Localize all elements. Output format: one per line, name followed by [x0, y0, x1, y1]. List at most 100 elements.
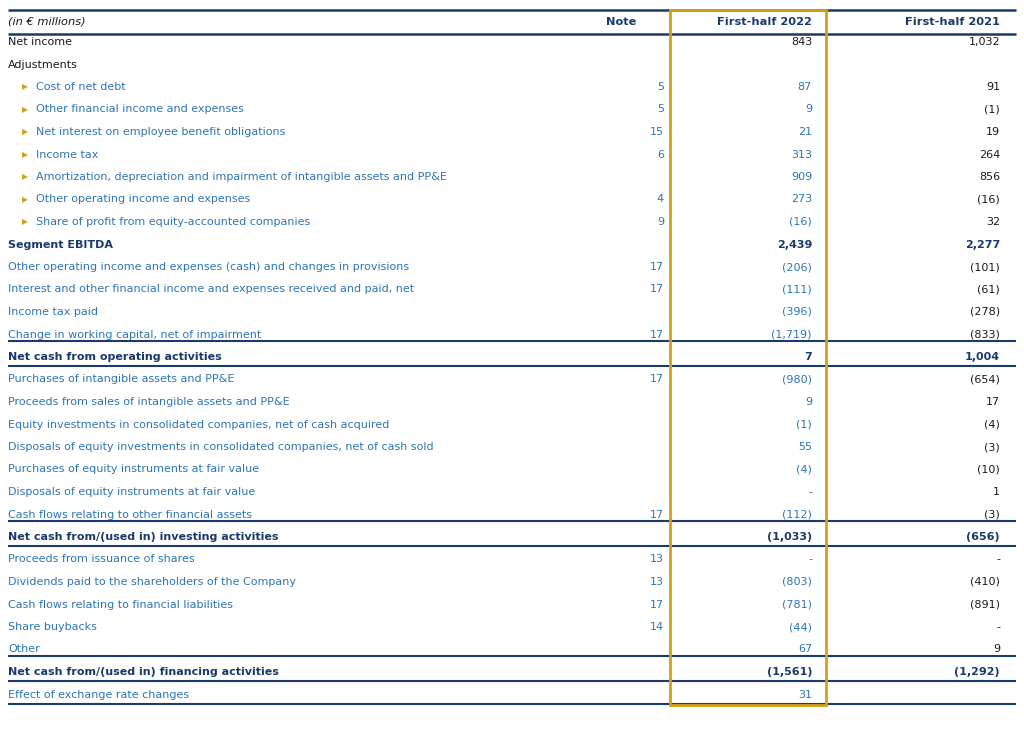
Text: 2,439: 2,439 — [776, 239, 812, 250]
Text: (656): (656) — [967, 532, 1000, 542]
Text: Cost of net debt: Cost of net debt — [36, 82, 126, 92]
Text: ▶: ▶ — [22, 195, 28, 204]
Text: Note: Note — [605, 17, 636, 27]
Text: (781): (781) — [782, 600, 812, 609]
Text: 17: 17 — [650, 262, 664, 272]
Text: (112): (112) — [782, 509, 812, 520]
Text: 1,032: 1,032 — [969, 37, 1000, 47]
Text: 15: 15 — [650, 127, 664, 137]
Text: 313: 313 — [791, 149, 812, 160]
Text: Net income: Net income — [8, 37, 72, 47]
Text: 13: 13 — [650, 554, 664, 565]
Text: 9: 9 — [993, 645, 1000, 654]
Text: (1,292): (1,292) — [954, 667, 1000, 677]
Text: Share buybacks: Share buybacks — [8, 622, 97, 632]
Text: (61): (61) — [977, 285, 1000, 294]
Text: (4): (4) — [984, 420, 1000, 430]
Text: 9: 9 — [805, 397, 812, 407]
Text: 856: 856 — [979, 172, 1000, 182]
Text: 4: 4 — [656, 194, 664, 205]
Text: Other: Other — [8, 645, 40, 654]
Text: (1): (1) — [797, 420, 812, 430]
Bar — [670, 10, 826, 704]
Text: -: - — [996, 554, 1000, 565]
Text: ▶: ▶ — [22, 105, 28, 114]
Text: 67: 67 — [798, 645, 812, 654]
Text: 17: 17 — [650, 600, 664, 609]
Text: ▶: ▶ — [22, 82, 28, 91]
Text: (1,561): (1,561) — [767, 667, 812, 677]
Text: Segment EBITDA: Segment EBITDA — [8, 239, 113, 250]
Text: 273: 273 — [791, 194, 812, 205]
Text: 87: 87 — [798, 82, 812, 92]
Text: 5: 5 — [657, 82, 664, 92]
Text: 264: 264 — [979, 149, 1000, 160]
Text: Net cash from/(used in) investing activities: Net cash from/(used in) investing activi… — [8, 532, 279, 542]
Text: (410): (410) — [970, 577, 1000, 587]
Text: (833): (833) — [970, 330, 1000, 339]
Text: (3): (3) — [984, 442, 1000, 452]
Text: 17: 17 — [650, 330, 664, 339]
Text: Share of profit from equity-accounted companies: Share of profit from equity-accounted co… — [36, 217, 310, 227]
Text: Proceeds from issuance of shares: Proceeds from issuance of shares — [8, 554, 195, 565]
Text: Dividends paid to the shareholders of the Company: Dividends paid to the shareholders of th… — [8, 577, 296, 587]
Text: 21: 21 — [798, 127, 812, 137]
Text: (396): (396) — [782, 307, 812, 317]
Text: 1: 1 — [993, 487, 1000, 497]
Text: ▶: ▶ — [22, 150, 28, 159]
Text: 91: 91 — [986, 82, 1000, 92]
Text: 32: 32 — [986, 217, 1000, 227]
Text: Income tax paid: Income tax paid — [8, 307, 98, 317]
Text: ▶: ▶ — [22, 172, 28, 182]
Text: (in € millions): (in € millions) — [8, 17, 86, 27]
Text: (10): (10) — [977, 464, 1000, 475]
Text: 14: 14 — [650, 622, 664, 632]
Text: -: - — [808, 554, 812, 565]
Text: ▶: ▶ — [22, 127, 28, 136]
Text: Interest and other financial income and expenses received and paid, net: Interest and other financial income and … — [8, 285, 414, 294]
Text: Other operating income and expenses: Other operating income and expenses — [36, 194, 250, 205]
Text: Cash flows relating to financial liabilities: Cash flows relating to financial liabili… — [8, 600, 233, 609]
Text: Equity investments in consolidated companies, net of cash acquired: Equity investments in consolidated compa… — [8, 420, 389, 430]
Text: 17: 17 — [650, 285, 664, 294]
Text: Income tax: Income tax — [36, 149, 98, 160]
Text: (278): (278) — [970, 307, 1000, 317]
Text: (1,719): (1,719) — [771, 330, 812, 339]
Text: ▶: ▶ — [22, 218, 28, 227]
Text: Effect of exchange rate changes: Effect of exchange rate changes — [8, 690, 189, 699]
Text: Net cash from/(used in) financing activities: Net cash from/(used in) financing activi… — [8, 667, 279, 677]
Text: Proceeds from sales of intangible assets and PP&E: Proceeds from sales of intangible assets… — [8, 397, 290, 407]
Text: 17: 17 — [986, 397, 1000, 407]
Text: 31: 31 — [798, 690, 812, 699]
Text: (654): (654) — [970, 375, 1000, 384]
Text: (44): (44) — [790, 622, 812, 632]
Text: Adjustments: Adjustments — [8, 60, 78, 69]
Text: Amortization, depreciation and impairment of intangible assets and PP&E: Amortization, depreciation and impairmen… — [36, 172, 446, 182]
Text: 13: 13 — [650, 577, 664, 587]
Text: -: - — [808, 487, 812, 497]
Text: 5: 5 — [657, 105, 664, 115]
Text: 843: 843 — [791, 37, 812, 47]
Text: Net cash from operating activities: Net cash from operating activities — [8, 352, 222, 362]
Text: (3): (3) — [984, 509, 1000, 520]
Text: (16): (16) — [790, 217, 812, 227]
Text: (803): (803) — [782, 577, 812, 587]
Text: (4): (4) — [796, 464, 812, 475]
Text: Disposals of equity investments in consolidated companies, net of cash sold: Disposals of equity investments in conso… — [8, 442, 433, 452]
Text: 17: 17 — [650, 375, 664, 384]
Text: First-half 2021: First-half 2021 — [905, 17, 1000, 27]
Text: (891): (891) — [970, 600, 1000, 609]
Text: (206): (206) — [782, 262, 812, 272]
Text: (111): (111) — [782, 285, 812, 294]
Text: Other financial income and expenses: Other financial income and expenses — [36, 105, 244, 115]
Text: (980): (980) — [782, 375, 812, 384]
Text: 9: 9 — [656, 217, 664, 227]
Text: Net interest on employee benefit obligations: Net interest on employee benefit obligat… — [36, 127, 286, 137]
Text: Purchases of equity instruments at fair value: Purchases of equity instruments at fair … — [8, 464, 259, 475]
Text: 1,004: 1,004 — [965, 352, 1000, 362]
Text: 19: 19 — [986, 127, 1000, 137]
Text: Change in working capital, net of impairment: Change in working capital, net of impair… — [8, 330, 261, 339]
Text: (1): (1) — [984, 105, 1000, 115]
Text: Other operating income and expenses (cash) and changes in provisions: Other operating income and expenses (cas… — [8, 262, 410, 272]
Text: Disposals of equity instruments at fair value: Disposals of equity instruments at fair … — [8, 487, 255, 497]
